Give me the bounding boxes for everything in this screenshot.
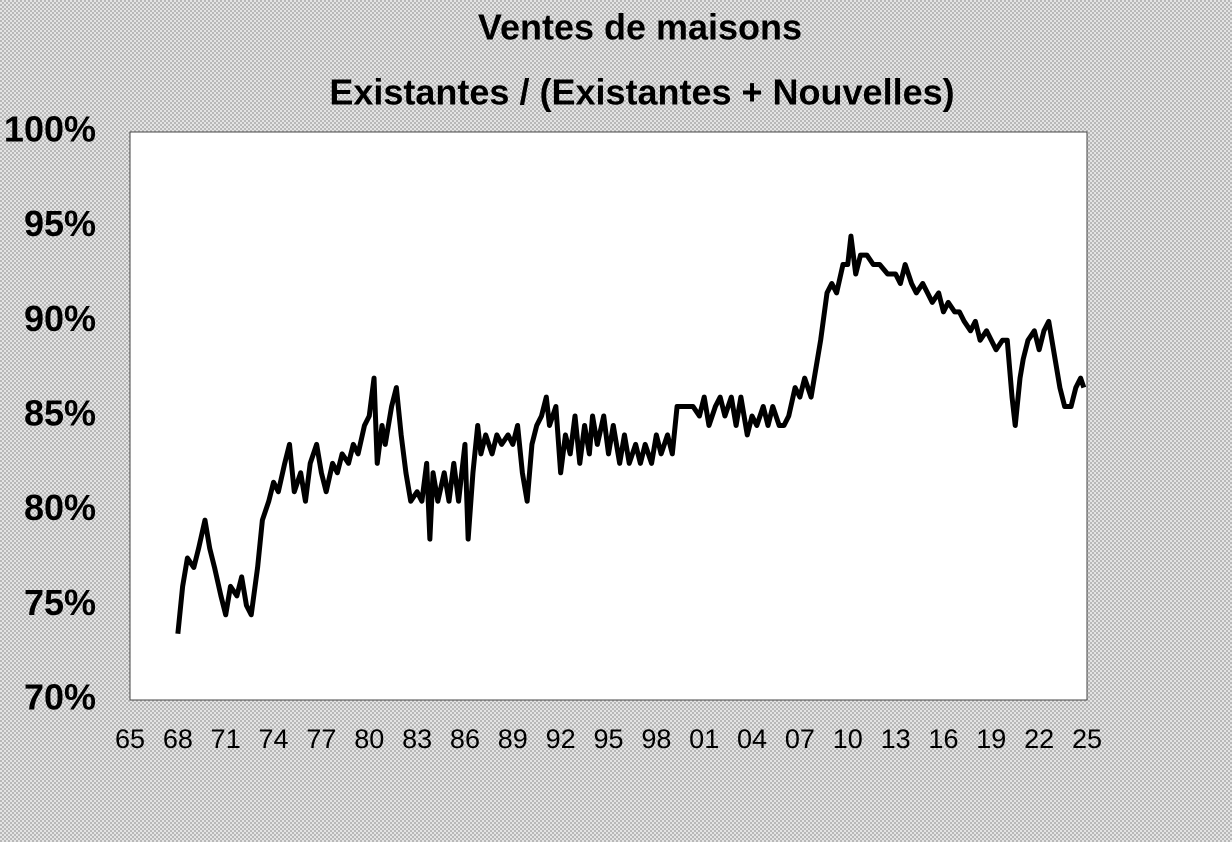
y-tick-label: 70% [24, 677, 96, 718]
x-tick-label: 22 [1024, 724, 1054, 754]
chart-title: Ventes de maisons [478, 7, 802, 48]
y-tick-label: 100% [4, 109, 96, 150]
x-tick-label: 25 [1072, 724, 1102, 754]
x-tick-label: 98 [641, 724, 671, 754]
x-tick-label: 01 [689, 724, 719, 754]
y-tick-label: 85% [24, 393, 96, 434]
x-tick-label: 10 [833, 724, 863, 754]
x-tick-label: 04 [737, 724, 767, 754]
x-tick-label: 74 [259, 724, 289, 754]
y-tick-label: 80% [24, 487, 96, 528]
x-tick-label: 68 [163, 724, 193, 754]
x-tick-label: 07 [785, 724, 815, 754]
x-tick-label: 89 [498, 724, 528, 754]
x-tick-label: 65 [115, 724, 145, 754]
x-tick-label: 80 [354, 724, 384, 754]
x-tick-label: 19 [976, 724, 1006, 754]
x-tick-label: 71 [211, 724, 241, 754]
chart-subtitle: Existantes / (Existantes + Nouvelles) [329, 72, 954, 113]
x-tick-label: 95 [593, 724, 623, 754]
x-tick-label: 86 [450, 724, 480, 754]
x-tick-label: 13 [881, 724, 911, 754]
y-tick-label: 95% [24, 203, 96, 244]
y-tick-label: 75% [24, 582, 96, 623]
data-line [175, 233, 1087, 634]
x-tick-label: 83 [402, 724, 432, 754]
plot-area [129, 131, 1088, 701]
x-tick-label: 77 [306, 724, 336, 754]
y-tick-label: 90% [24, 298, 96, 339]
x-tick-label: 92 [546, 724, 576, 754]
x-tick-label: 16 [928, 724, 958, 754]
